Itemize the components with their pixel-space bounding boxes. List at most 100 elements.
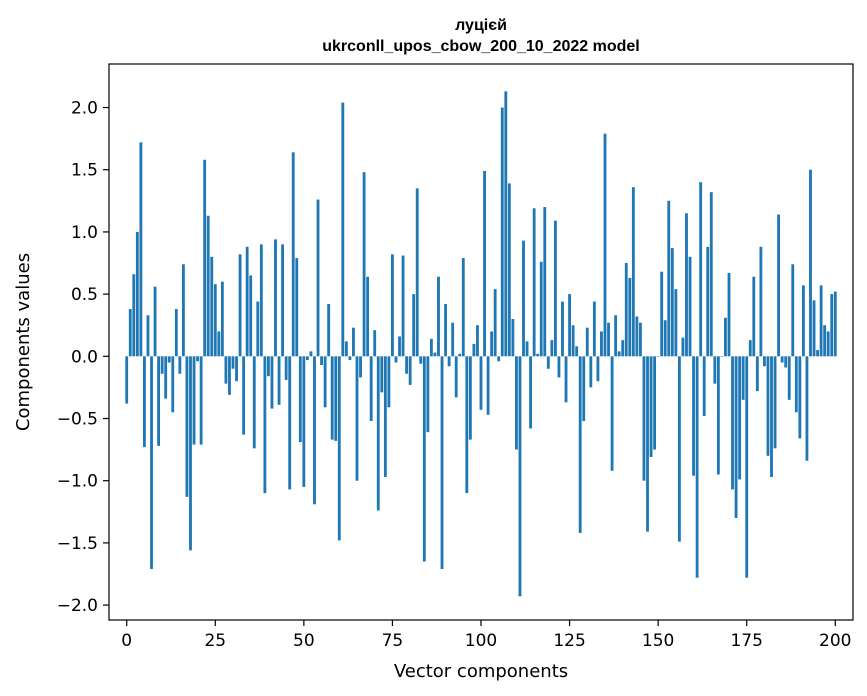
- bar-46: [288, 356, 292, 490]
- bar-106: [500, 107, 504, 357]
- bar-113: [525, 341, 529, 357]
- bar-57: [327, 304, 331, 357]
- bar-131: [589, 356, 593, 388]
- bar-29: [228, 356, 231, 395]
- bar-114: [529, 356, 533, 429]
- bar-25: [213, 284, 217, 357]
- bar-157: [681, 337, 685, 357]
- bar-66: [359, 356, 362, 378]
- bar-195: [816, 350, 819, 357]
- bar-58: [330, 356, 334, 440]
- bar-1: [128, 309, 132, 357]
- bar-104: [493, 289, 497, 357]
- bar-142: [628, 277, 632, 357]
- bar-176: [748, 340, 752, 357]
- bar-28: [224, 356, 228, 384]
- bar-85: [426, 356, 430, 433]
- y-tick-label: 1.5: [71, 161, 98, 181]
- bar-37: [256, 301, 260, 357]
- bar-26: [217, 331, 221, 357]
- bar-138: [614, 315, 618, 357]
- chart-title-line1: луцієй: [455, 17, 507, 34]
- bar-48: [295, 258, 299, 357]
- bar-54: [316, 199, 320, 357]
- bar-170: [727, 272, 731, 357]
- bar-64: [352, 327, 355, 357]
- bar-42: [274, 239, 277, 357]
- bar-27: [220, 281, 224, 357]
- bar-53: [313, 356, 316, 505]
- bar-155: [674, 289, 678, 357]
- bar-6: [146, 315, 150, 357]
- bar-185: [780, 356, 784, 363]
- bar-22: [203, 159, 207, 357]
- bar-11: [164, 356, 168, 399]
- bar-123: [561, 301, 564, 357]
- plot-frame: [108, 63, 854, 621]
- bar-196: [819, 285, 823, 357]
- bar-8: [153, 286, 157, 357]
- bar-174: [741, 356, 745, 400]
- bar-133: [596, 356, 600, 382]
- bar-4: [139, 142, 143, 357]
- bar-47: [291, 152, 295, 357]
- bar-45: [284, 356, 288, 380]
- bar-67: [362, 172, 366, 357]
- bar-2: [132, 274, 136, 357]
- bar-18: [189, 356, 192, 551]
- bar-193: [809, 169, 812, 357]
- bar-182: [770, 356, 773, 477]
- bar-168: [720, 356, 724, 357]
- bar-95: [461, 258, 465, 357]
- bar-164: [706, 246, 710, 357]
- bar-103: [490, 331, 494, 357]
- y-tick-label: −1.0: [57, 472, 98, 492]
- bar-178: [755, 356, 759, 392]
- bar-62: [344, 341, 348, 357]
- x-tick-label: 0: [121, 631, 132, 651]
- bar-9: [157, 356, 161, 446]
- bar-194: [812, 300, 816, 357]
- bar-15: [178, 356, 182, 374]
- bar-93: [454, 356, 458, 398]
- bar-111: [518, 356, 522, 597]
- bar-91: [447, 356, 451, 367]
- bar-162: [699, 182, 703, 357]
- bar-51: [305, 356, 309, 361]
- bar-82: [415, 188, 419, 357]
- x-axis-ticks: 0 25 50 75 100 125 150 175 200: [121, 620, 852, 651]
- bar-60: [337, 356, 341, 541]
- bar-17: [185, 356, 189, 497]
- bar-199: [830, 294, 834, 357]
- bar-24: [210, 256, 214, 357]
- bar-192: [805, 356, 809, 461]
- bar-3: [135, 231, 139, 357]
- y-tick-label: −1.5: [57, 534, 98, 554]
- bar-74: [387, 356, 391, 408]
- bar-20: [196, 356, 199, 362]
- bar-81: [412, 294, 416, 357]
- x-tick-label: 200: [819, 631, 851, 651]
- bar-109: [511, 318, 515, 357]
- bar-39: [263, 356, 267, 494]
- bar-137: [610, 356, 614, 471]
- bar-134: [600, 331, 603, 357]
- bar-161: [695, 356, 699, 578]
- bar-77: [398, 336, 401, 357]
- bar-167: [716, 356, 720, 475]
- bar-200: [833, 291, 837, 357]
- bar-72: [380, 356, 384, 393]
- bar-186: [784, 356, 788, 368]
- bar-34: [245, 246, 249, 357]
- bar-165: [709, 192, 713, 357]
- bar-154: [670, 248, 674, 357]
- chart-title-line2: ukrconll_upos_cbow_200_10_2022 model: [322, 38, 639, 55]
- bar-79: [405, 356, 409, 374]
- bar-36: [252, 356, 256, 449]
- bar-146: [642, 356, 646, 481]
- bar-69: [369, 356, 373, 421]
- bar-50: [302, 356, 306, 487]
- bar-96: [465, 356, 469, 494]
- bar-187: [787, 356, 791, 400]
